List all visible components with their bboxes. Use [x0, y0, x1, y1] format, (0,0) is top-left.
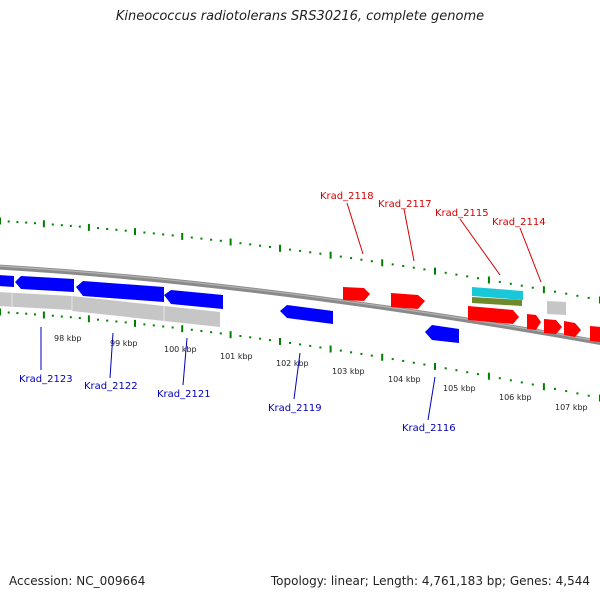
leader-line-krad-2119: [293, 352, 301, 400]
scale-label-105kbp: 105 kbp: [443, 384, 476, 393]
leader-line-krad-2116: [427, 376, 436, 421]
gene-krad-2121-arrow[interactable]: [164, 290, 223, 309]
gene-label-krad-2123[interactable]: Krad_2123: [19, 374, 73, 385]
gene-krad-2119-arrow[interactable]: [280, 305, 333, 324]
leader-line-krad-2118: [346, 202, 364, 255]
genome-summary-text: Topology: linear; Length: 4,761,183 bp; …: [270, 574, 590, 588]
gene-right-arrow-b[interactable]: [544, 319, 562, 334]
chromosome-backbone-highlight: [0, 265, 600, 343]
gene-krad-2115-arrow[interactable]: [468, 306, 519, 324]
pseudo-gene-block-3: [547, 301, 566, 315]
gene-right-arrow-d[interactable]: [590, 326, 600, 342]
top-scale-ticks: [0, 217, 600, 304]
scale-label-99kbp: 99 kbp: [110, 339, 138, 348]
scale-label-100kbp: 100 kbp: [164, 345, 197, 354]
pseudo-gene-block-2: [72, 296, 220, 327]
leader-line-krad-2117: [403, 208, 415, 262]
gene-right-arrow-a[interactable]: [527, 314, 541, 330]
scale-label-107kbp: 107 kbp: [555, 403, 588, 412]
gene-label-krad-2119[interactable]: Krad_2119: [268, 403, 322, 414]
scale-label-104kbp: 104 kbp: [388, 375, 421, 384]
gene-label-krad-2117[interactable]: Krad_2117: [378, 199, 432, 210]
rrna-feature-olive[interactable]: [472, 297, 522, 306]
leader-line-krad-2114: [519, 227, 542, 283]
scale-label-106kbp: 106 kbp: [499, 393, 532, 402]
bottom-scale-ticks: [0, 308, 600, 402]
chromosome-backbone: [0, 264, 600, 345]
scale-label-102kbp: 102 kbp: [276, 359, 309, 368]
page-title: Kineococcus radiotolerans SRS30216, comp…: [115, 9, 485, 24]
pseudo-gene-block-1: [0, 292, 72, 310]
gene-krad-2122-arrow[interactable]: [76, 281, 164, 302]
leader-line-krad-2122: [109, 332, 114, 379]
gene-label-krad-2122[interactable]: Krad_2122: [84, 381, 138, 392]
gene-krad-2116-arrow[interactable]: [425, 325, 459, 343]
gene-right-arrow-c[interactable]: [564, 321, 581, 337]
gene-label-krad-2115[interactable]: Krad_2115: [435, 208, 489, 219]
scale-label-103kbp: 103 kbp: [332, 367, 365, 376]
rrna-feature-cyan[interactable]: [472, 287, 523, 300]
scale-label-101kbp: 101 kbp: [220, 352, 253, 361]
gene-krad-2123-arrow[interactable]: [0, 275, 14, 287]
scale-label-98kbp: 98 kbp: [54, 334, 82, 343]
gene-label-krad-2121[interactable]: Krad_2121: [157, 389, 211, 400]
gene-krad-2117-arrow[interactable]: [391, 293, 425, 309]
accession-text: Accession: NC_009664: [9, 574, 146, 588]
gene-label-krad-2114[interactable]: Krad_2114: [492, 217, 546, 228]
leader-line-krad-2121: [182, 337, 188, 386]
gene-krad-2118-arrow[interactable]: [343, 287, 370, 301]
leader-line-krad-2115: [459, 218, 501, 276]
gene-label-krad-2116[interactable]: Krad_2116: [402, 423, 456, 434]
gene-label-krad-2118[interactable]: Krad_2118: [320, 191, 374, 202]
gene-krad-2123-arrow-b[interactable]: [15, 276, 74, 292]
